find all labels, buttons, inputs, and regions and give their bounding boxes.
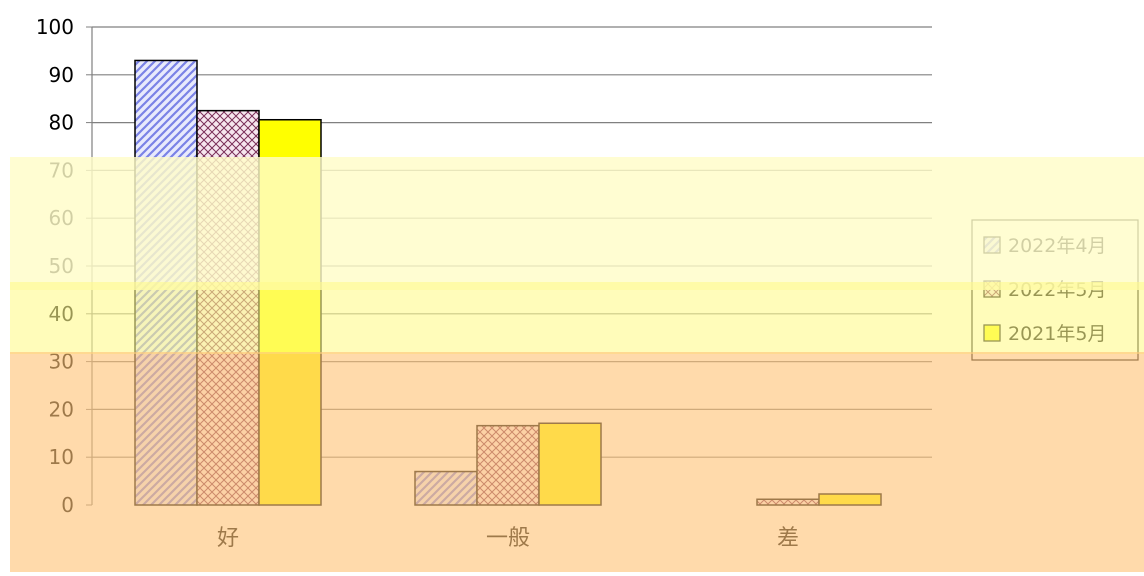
y-tick-label: 90 [49,63,74,87]
x-tick-label: 差 [777,526,799,551]
bar [756,498,820,506]
y-tick-label: 80 [49,111,74,135]
y-tick-label: 0 [61,493,74,517]
legend-entry: 2022年5月 [1008,279,1106,301]
bar [196,109,260,506]
x-tick-label: 一般 [486,526,530,551]
y-tick-label: 10 [49,445,74,469]
bar [134,59,198,506]
bar [414,470,478,506]
legend-swatch [983,236,1001,254]
bar [818,493,882,506]
y-tick-label: 100 [36,15,74,39]
y-tick-label: 50 [49,254,74,278]
bars [134,59,882,506]
y-tick-label: 70 [49,158,74,182]
y-tick-label: 40 [49,302,74,326]
legend-swatch [983,324,1001,342]
legend-entry: 2022年4月 [1008,235,1106,257]
legend-swatch [983,280,1001,298]
bar [476,424,540,506]
bar [538,422,602,506]
y-tick-label: 30 [49,350,74,374]
y-tick-label: 20 [49,397,74,421]
x-tick-label: 好 [217,526,239,551]
bar [258,118,322,506]
legend: 2022年4月 2022年5月 2021年5月 [971,219,1139,361]
y-tick-label: 60 [49,206,74,230]
legend-entry: 2021年5月 [1008,323,1106,345]
